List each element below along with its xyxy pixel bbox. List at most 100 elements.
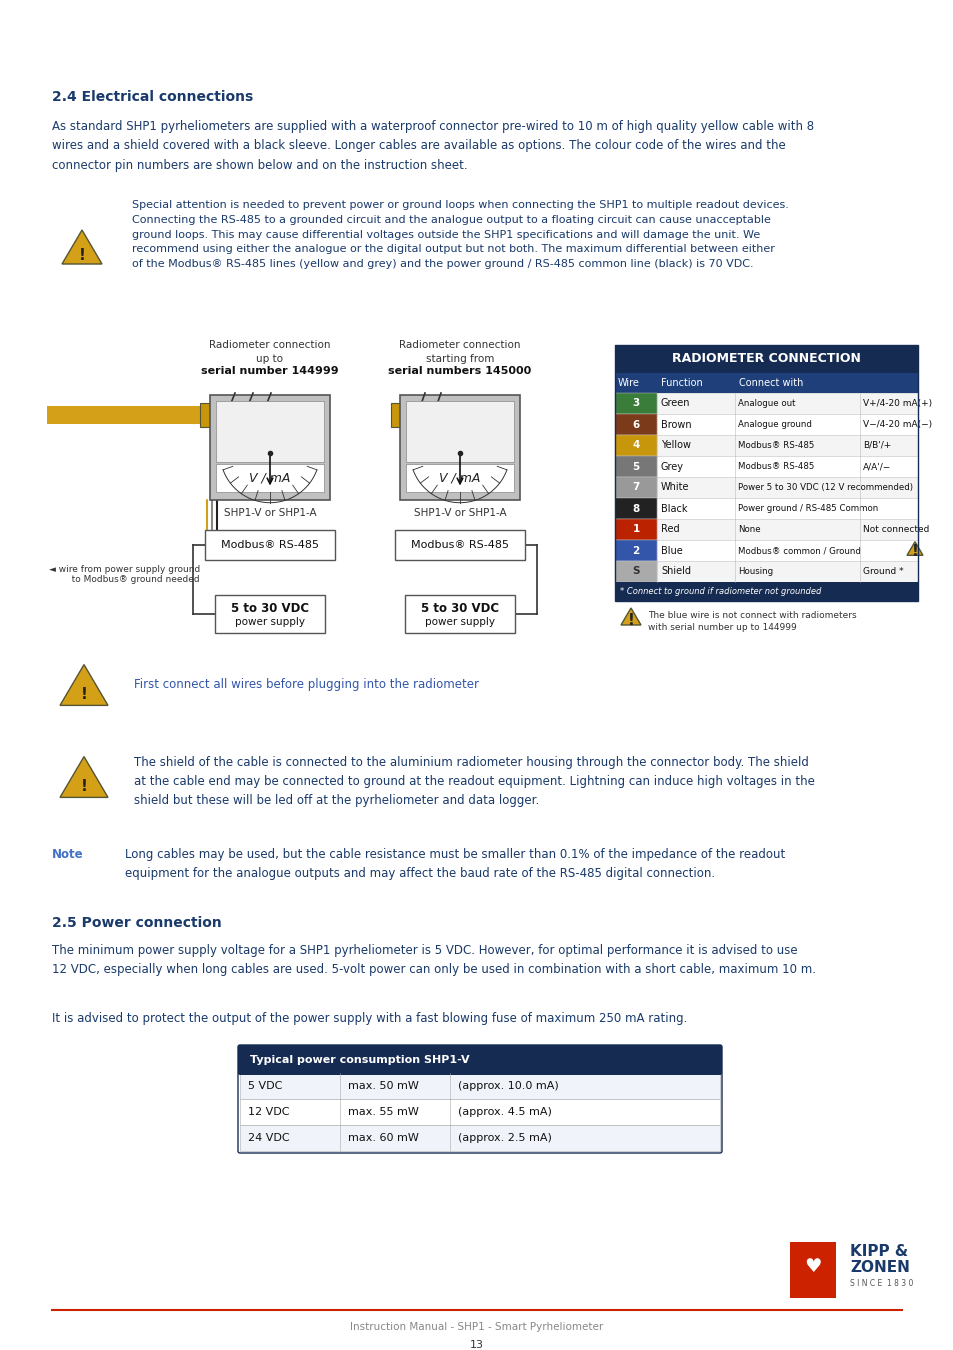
FancyBboxPatch shape bbox=[615, 456, 917, 477]
Text: V / mA: V / mA bbox=[438, 471, 480, 485]
Text: 5 VDC: 5 VDC bbox=[248, 1081, 282, 1091]
Polygon shape bbox=[60, 664, 108, 706]
Polygon shape bbox=[906, 541, 923, 555]
Text: Yellow: Yellow bbox=[660, 440, 690, 451]
Text: RADIOMETER CONNECTION: RADIOMETER CONNECTION bbox=[671, 352, 860, 366]
Text: V−/4-20 mA(−): V−/4-20 mA(−) bbox=[862, 420, 931, 429]
Text: Modbus® RS-485: Modbus® RS-485 bbox=[738, 462, 814, 471]
Text: serial number 144999: serial number 144999 bbox=[201, 366, 338, 377]
FancyBboxPatch shape bbox=[615, 518, 657, 540]
FancyBboxPatch shape bbox=[200, 404, 213, 427]
FancyBboxPatch shape bbox=[615, 393, 657, 414]
Text: Brown: Brown bbox=[660, 420, 691, 429]
Text: KIPP &: KIPP & bbox=[849, 1245, 907, 1260]
Text: starting from: starting from bbox=[425, 354, 494, 364]
FancyBboxPatch shape bbox=[47, 406, 202, 424]
Text: !: ! bbox=[80, 687, 88, 702]
Text: First connect all wires before plugging into the radiometer: First connect all wires before plugging … bbox=[133, 678, 478, 691]
Text: 5 to 30 VDC: 5 to 30 VDC bbox=[420, 602, 498, 614]
Text: 2.4 Electrical connections: 2.4 Electrical connections bbox=[52, 90, 253, 104]
Text: Typical power consumption SHP1-V: Typical power consumption SHP1-V bbox=[250, 1054, 469, 1065]
FancyBboxPatch shape bbox=[615, 498, 917, 518]
FancyBboxPatch shape bbox=[240, 1099, 720, 1125]
Text: None: None bbox=[738, 525, 760, 535]
Text: SHP1-V or SHP1-A: SHP1-V or SHP1-A bbox=[223, 508, 316, 518]
FancyBboxPatch shape bbox=[399, 396, 519, 500]
FancyBboxPatch shape bbox=[615, 456, 657, 477]
FancyBboxPatch shape bbox=[615, 562, 917, 582]
Text: The blue wire is not connect with radiometers
with serial number up to 144999: The blue wire is not connect with radiom… bbox=[647, 612, 856, 632]
FancyBboxPatch shape bbox=[215, 464, 324, 491]
Text: Analogue ground: Analogue ground bbox=[738, 420, 811, 429]
Text: ♥: ♥ bbox=[803, 1257, 821, 1276]
Text: The minimum power supply voltage for a SHP1 pyrheliometer is 5 VDC. However, for: The minimum power supply voltage for a S… bbox=[52, 944, 815, 976]
Text: 4: 4 bbox=[632, 440, 639, 451]
FancyBboxPatch shape bbox=[405, 595, 515, 633]
Text: power supply: power supply bbox=[424, 617, 495, 626]
Polygon shape bbox=[60, 756, 108, 798]
FancyBboxPatch shape bbox=[237, 1045, 721, 1075]
Text: 6: 6 bbox=[632, 420, 639, 429]
Text: Modbus® RS-485: Modbus® RS-485 bbox=[221, 540, 318, 549]
FancyBboxPatch shape bbox=[615, 477, 657, 498]
Text: Note: Note bbox=[52, 848, 84, 861]
Text: As standard SHP1 pyrheliometers are supplied with a waterproof connector pre-wir: As standard SHP1 pyrheliometers are supp… bbox=[52, 120, 813, 171]
FancyBboxPatch shape bbox=[615, 582, 917, 601]
Text: Housing: Housing bbox=[738, 567, 772, 576]
Text: Instruction Manual - SHP1 - Smart Pyrheliometer: Instruction Manual - SHP1 - Smart Pyrhel… bbox=[350, 1322, 603, 1332]
Text: 12 VDC: 12 VDC bbox=[248, 1107, 289, 1116]
Text: S: S bbox=[632, 567, 639, 576]
FancyBboxPatch shape bbox=[210, 396, 330, 500]
FancyBboxPatch shape bbox=[615, 498, 657, 518]
FancyBboxPatch shape bbox=[395, 531, 524, 560]
FancyBboxPatch shape bbox=[615, 540, 657, 562]
Text: Modbus® RS-485: Modbus® RS-485 bbox=[738, 441, 814, 450]
FancyBboxPatch shape bbox=[215, 401, 324, 462]
FancyBboxPatch shape bbox=[240, 1073, 720, 1099]
FancyBboxPatch shape bbox=[615, 435, 917, 456]
Text: Wire: Wire bbox=[618, 378, 639, 387]
Text: B/B'/+: B/B'/+ bbox=[862, 441, 890, 450]
Text: 5 to 30 VDC: 5 to 30 VDC bbox=[231, 602, 309, 614]
Text: Analogue out: Analogue out bbox=[738, 400, 795, 408]
Text: ◄ wire from power supply ground
   to Modbus® ground needed: ◄ wire from power supply ground to Modbu… bbox=[49, 566, 200, 585]
Text: !: ! bbox=[78, 247, 86, 262]
Text: ZONEN: ZONEN bbox=[849, 1260, 909, 1274]
Text: Red: Red bbox=[660, 525, 679, 535]
Text: 13: 13 bbox=[470, 1341, 483, 1350]
Text: Grey: Grey bbox=[660, 462, 683, 471]
Text: !: ! bbox=[911, 544, 918, 559]
FancyBboxPatch shape bbox=[615, 540, 917, 562]
Text: Power ground / RS-485 Common: Power ground / RS-485 Common bbox=[738, 504, 878, 513]
Text: 8: 8 bbox=[632, 504, 639, 513]
Text: (approx. 10.0 mA): (approx. 10.0 mA) bbox=[457, 1081, 558, 1091]
FancyBboxPatch shape bbox=[615, 414, 917, 435]
Text: 3: 3 bbox=[632, 398, 639, 409]
Text: Modbus® RS-485: Modbus® RS-485 bbox=[411, 540, 509, 549]
FancyBboxPatch shape bbox=[615, 435, 657, 456]
Text: Function: Function bbox=[660, 378, 702, 387]
FancyBboxPatch shape bbox=[205, 531, 335, 560]
Text: Blue: Blue bbox=[660, 545, 682, 555]
Text: Not connected: Not connected bbox=[862, 525, 928, 535]
FancyBboxPatch shape bbox=[615, 346, 917, 373]
FancyBboxPatch shape bbox=[615, 477, 917, 498]
FancyBboxPatch shape bbox=[615, 562, 657, 582]
Text: V / mA: V / mA bbox=[249, 471, 291, 485]
Text: max. 60 mW: max. 60 mW bbox=[348, 1133, 418, 1143]
Text: (approx. 2.5 mA): (approx. 2.5 mA) bbox=[457, 1133, 551, 1143]
Text: S I N C E  1 8 3 0: S I N C E 1 8 3 0 bbox=[849, 1280, 912, 1288]
Text: serial numbers 145000: serial numbers 145000 bbox=[388, 366, 531, 377]
Text: Special attention is needed to prevent power or ground loops when connecting the: Special attention is needed to prevent p… bbox=[132, 200, 788, 269]
Text: Shield: Shield bbox=[660, 567, 690, 576]
FancyBboxPatch shape bbox=[406, 464, 514, 491]
Text: Radiometer connection: Radiometer connection bbox=[209, 340, 331, 350]
Text: Modbus® common / Ground: Modbus® common / Ground bbox=[738, 545, 860, 555]
Text: max. 50 mW: max. 50 mW bbox=[348, 1081, 418, 1091]
Text: 2: 2 bbox=[632, 545, 639, 555]
Polygon shape bbox=[62, 230, 102, 265]
Text: power supply: power supply bbox=[234, 617, 305, 626]
FancyBboxPatch shape bbox=[406, 401, 514, 462]
Text: It is advised to protect the output of the power supply with a fast blowing fuse: It is advised to protect the output of t… bbox=[52, 1012, 687, 1025]
FancyBboxPatch shape bbox=[391, 404, 405, 427]
